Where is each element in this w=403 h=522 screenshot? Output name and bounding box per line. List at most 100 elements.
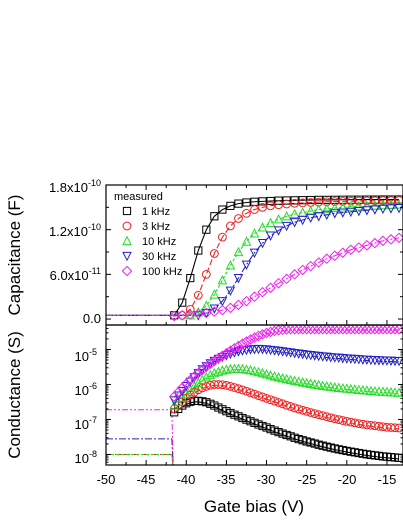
- top-data-point: [202, 225, 211, 234]
- bottom-data-point: [290, 403, 300, 413]
- bottom-data-point: [349, 325, 361, 335]
- top-data-point: [265, 231, 276, 241]
- top-data-point: [353, 242, 365, 253]
- legend-title: measured: [114, 191, 163, 203]
- bottom-data-point: [222, 381, 231, 390]
- bottom-data-point: [281, 325, 292, 335]
- top-data-point: [225, 302, 236, 314]
- bottom-data-point: [278, 399, 287, 409]
- x-tick-label: -30: [257, 472, 276, 487]
- top-data-point: [281, 210, 292, 221]
- bottom-data-point: [393, 325, 403, 335]
- bottom-y-tick-label: 10-8: [75, 449, 97, 466]
- legend-marker: [121, 265, 133, 277]
- bottom-data-point: [361, 325, 373, 335]
- top-data-point: [321, 253, 333, 265]
- x-axis-label: Gate bias (V): [204, 497, 304, 516]
- bottom-data-point: [197, 364, 208, 376]
- top-data-point: [193, 311, 204, 321]
- bottom-data-point: [193, 377, 204, 388]
- legend-label: 10 kHz: [142, 236, 176, 248]
- bottom-data-point: [333, 325, 345, 335]
- bottom-data-point: [230, 383, 239, 392]
- bottom-data-point: [266, 395, 275, 405]
- bottom-data-point: [326, 413, 336, 423]
- bottom-data-point: [381, 325, 393, 335]
- bottom-data-point: [177, 386, 188, 397]
- x-tick-label: -25: [298, 472, 317, 487]
- legend-label: 1 kHz: [142, 206, 170, 218]
- bottom-data-point: [274, 398, 283, 407]
- bottom-data-point: [213, 366, 224, 376]
- bottom-data-point: [229, 342, 240, 354]
- top-data-point: [337, 247, 349, 259]
- bottom-data-point: [338, 416, 348, 425]
- top-data-point: [201, 308, 212, 319]
- x-tick-label: -45: [137, 472, 156, 487]
- bottom-data-point: [301, 325, 312, 335]
- top-data-point: [217, 304, 228, 316]
- bottom-data-point: [184, 374, 196, 386]
- top-data-point: [289, 208, 300, 219]
- bottom-data-point: [209, 367, 220, 378]
- bottom-data-point: [217, 380, 227, 390]
- bottom-data-point: [277, 325, 288, 336]
- bottom-data-point: [201, 361, 212, 373]
- top-y-tick-label: 1.2x10-10: [49, 222, 101, 239]
- top-data-point: [226, 221, 235, 231]
- bottom-data-point: [226, 382, 235, 391]
- bottom-data-point: [250, 389, 259, 399]
- top-data-point: [193, 308, 204, 320]
- bottom-data-point: [314, 410, 324, 420]
- bottom-data-point: [246, 388, 255, 398]
- top-data-markers: [168, 195, 403, 322]
- top-data-point: [209, 249, 219, 258]
- bottom-data-point: [258, 392, 267, 402]
- top-data-point: [185, 304, 195, 314]
- bottom-data-point: [217, 350, 228, 362]
- top-data-point: [297, 264, 308, 276]
- bottom-data-point: [321, 325, 333, 335]
- top-data-point: [273, 277, 284, 289]
- top-data-point: [313, 212, 324, 222]
- bottom-data-point: [306, 408, 316, 417]
- top-data-point: [329, 250, 341, 262]
- bottom-data-point: [310, 409, 320, 419]
- bottom-data-point: [176, 382, 188, 394]
- top-data-point: [346, 207, 356, 218]
- bottom-data-point: [330, 414, 340, 424]
- top-data-point: [258, 197, 267, 206]
- bottom-data-point: [234, 384, 243, 394]
- top-data-point: [217, 275, 228, 285]
- bottom-data-point: [205, 369, 216, 380]
- top-data-point: [297, 215, 308, 226]
- top-data-point: [378, 204, 388, 215]
- top-data-point: [354, 200, 364, 211]
- top-data-point: [345, 244, 357, 256]
- bottom-baseline: [106, 453, 174, 465]
- bottom-data-point: [257, 329, 268, 340]
- bottom-data-point: [293, 325, 304, 335]
- top-data-point: [370, 205, 380, 215]
- top-data-point: [233, 299, 244, 311]
- top-data-point: [218, 205, 227, 214]
- bottom-data-point: [369, 325, 381, 335]
- bottom-data-point: [373, 325, 385, 335]
- legend-label: 100 kHz: [142, 266, 182, 278]
- top-data-point: [234, 199, 243, 208]
- bottom-data-point: [233, 363, 244, 373]
- bottom-data-point: [168, 391, 180, 402]
- bottom-data-point: [329, 325, 341, 335]
- top-data-point: [234, 214, 243, 223]
- bottom-data-point: [317, 325, 329, 335]
- top-y-tick-label: 1.8x10-10: [49, 178, 101, 195]
- bottom-data-point: [257, 367, 268, 378]
- x-tick-label: -15: [378, 472, 397, 487]
- bottom-data-point: [325, 325, 337, 335]
- bottom-data-point: [249, 332, 260, 343]
- top-data-point: [250, 205, 259, 214]
- bottom-data-point: [238, 385, 247, 395]
- bottom-data-point: [225, 345, 236, 357]
- bottom-data-point: [394, 357, 403, 367]
- bottom-data-point: [389, 325, 401, 335]
